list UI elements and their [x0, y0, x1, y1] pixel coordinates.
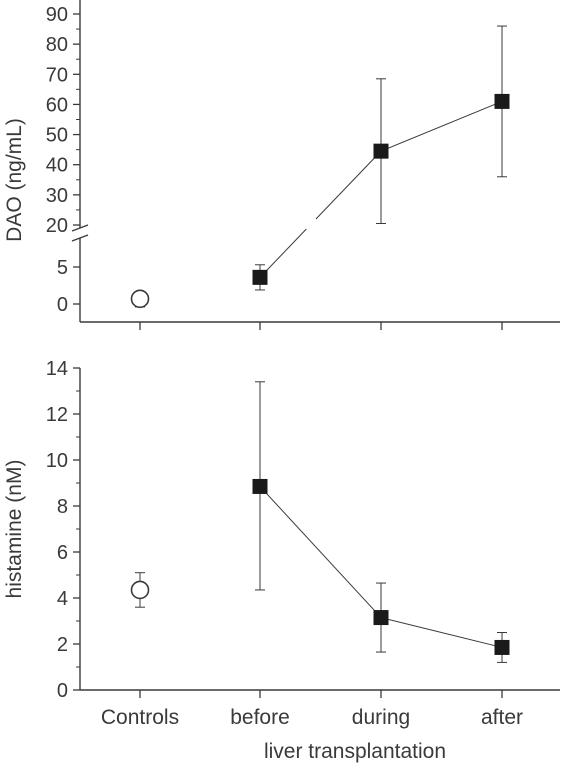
- dao-series: [130, 25, 510, 309]
- histamine-data-point: [373, 610, 389, 626]
- dao-data-point: [494, 93, 510, 109]
- axis-break-mark: [71, 224, 89, 242]
- histamine-y-tick-label: 6: [57, 542, 68, 564]
- x-category-label: after: [481, 706, 523, 729]
- dao-panel: 0 5 20 30 40 50 60 70 80 90 DAO (ng/mL): [3, 0, 560, 330]
- dao-series-line: [259, 228, 307, 278]
- histamine-data-point: [252, 478, 268, 494]
- histamine-control-point: [130, 580, 150, 600]
- dao-control-point: [130, 289, 150, 309]
- x-category-label: during: [352, 706, 410, 729]
- dao-series-line: [380, 100, 503, 152]
- dao-y-tick-label: 5: [57, 257, 68, 279]
- dao-y-tick-label: 80: [46, 34, 68, 56]
- histamine-y-tick-label: 4: [57, 588, 68, 610]
- dao-y-tick-label: 20: [46, 215, 68, 237]
- histamine-y-tick-label: 12: [46, 404, 68, 426]
- x-category-label: before: [230, 706, 290, 729]
- histamine-y-axis-label: histamine (nM): [3, 460, 26, 599]
- dao-y-tick-label: 70: [46, 64, 68, 86]
- histamine-y-tick-label: 0: [57, 680, 68, 702]
- dao-y-tick-label: 40: [46, 155, 68, 177]
- histamine-y-tick-label: 2: [57, 634, 68, 656]
- dao-y-axis-label: DAO (ng/mL): [3, 118, 26, 242]
- dao-y-tick-label: 50: [46, 125, 68, 147]
- histamine-y-tick-label: 14: [46, 358, 68, 380]
- x-category-labels: Controls before during after: [101, 706, 523, 729]
- histamine-series-line: [380, 617, 503, 648]
- histamine-data-point: [494, 639, 510, 655]
- dao-data-point: [252, 269, 268, 285]
- histamine-series: [130, 381, 510, 663]
- histamine-y-tick-label: 8: [57, 496, 68, 518]
- x-category-label: Controls: [101, 706, 179, 729]
- x-axis-label: liver transplantation: [264, 740, 446, 763]
- dao-data-point: [373, 143, 389, 159]
- dao-x-ticks: [139, 322, 503, 330]
- histamine-x-ticks: [139, 690, 503, 698]
- histamine-y-ticks: 0 2 4 6 8 10 12 14: [46, 358, 80, 702]
- dao-y-ticks: 0 5 20 30 40 50 60 70 80 90: [46, 4, 80, 316]
- histamine-panel: 0 2 4 6 8 10 12 14 histamine (nM) Controls befor…: [3, 358, 560, 763]
- dao-y-tick-label: 0: [57, 294, 68, 316]
- histamine-series-line: [259, 486, 382, 618]
- dao-y-tick-label: 30: [46, 185, 68, 207]
- histamine-y-tick-label: 10: [46, 450, 68, 472]
- dao-series-line: [315, 150, 382, 220]
- dao-y-tick-label: 60: [46, 94, 68, 116]
- dao-y-tick-label: 90: [46, 4, 68, 26]
